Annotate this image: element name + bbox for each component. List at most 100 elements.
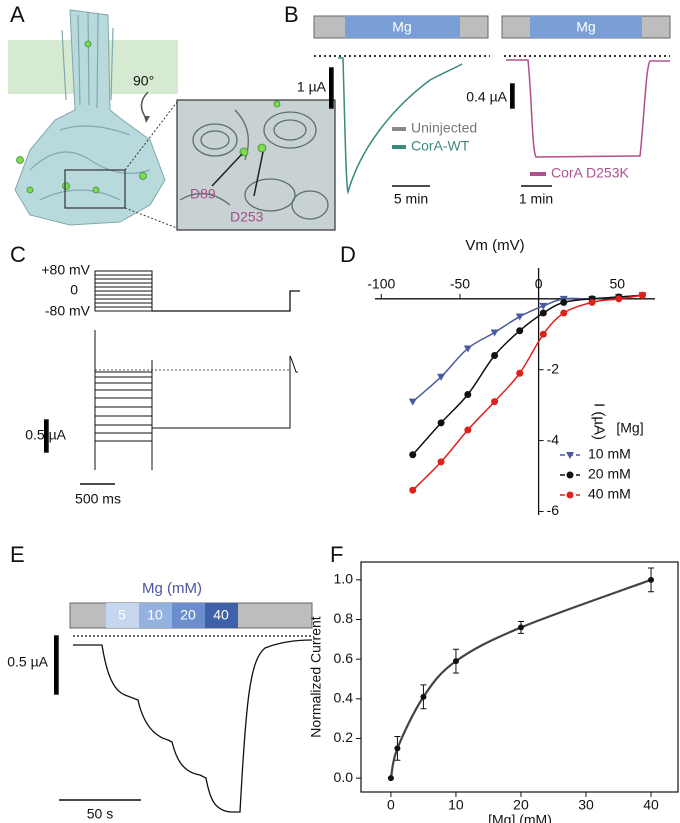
x-tick-label: -50 <box>450 276 470 292</box>
x-tick-label: 0 <box>535 276 543 292</box>
voltage-label: -80 mV <box>45 303 91 319</box>
panel-label: F <box>330 542 343 567</box>
application-bars <box>313 15 671 57</box>
data-point <box>615 295 623 303</box>
scale-label: 1 min <box>519 191 553 207</box>
legend-label: 40 mM <box>588 486 631 502</box>
legend-label: 10 mM <box>588 446 631 462</box>
application-bar <box>69 602 313 637</box>
x-tick-label: -100 <box>367 276 395 292</box>
data-point <box>560 309 568 317</box>
x-axis-label: [Mg] (mM) <box>488 812 552 823</box>
y-tick-label: -6 <box>547 502 560 518</box>
legend-label: 20 mM <box>588 466 631 482</box>
bar-label: Mg <box>392 19 411 35</box>
data-point <box>420 693 427 700</box>
x-tick-label: 40 <box>643 797 659 813</box>
panel-label: A <box>10 2 25 27</box>
scale-label: 50 s <box>87 806 113 822</box>
voltage-label: 0 <box>70 282 78 298</box>
data-point <box>408 398 417 406</box>
series-line <box>412 294 643 456</box>
data-point <box>588 298 596 306</box>
legend-label: CorA D253K <box>551 165 629 181</box>
data-point <box>491 352 499 360</box>
x-tick-label: 20 <box>513 797 529 813</box>
residue-label: D253 <box>230 209 264 225</box>
data-point <box>516 327 524 335</box>
x-tick-label: 10 <box>448 797 464 813</box>
scale-bars <box>329 67 552 187</box>
panel-label: C <box>10 242 26 267</box>
x-tick-label: 30 <box>578 797 594 813</box>
bar-label: Mg <box>576 19 595 35</box>
data-point <box>452 658 459 665</box>
structure-illustration <box>8 9 336 231</box>
data-point <box>491 398 499 406</box>
data-point <box>437 458 445 466</box>
data-point <box>515 313 524 321</box>
y-axis-label: I (µA) <box>591 403 608 440</box>
y-tick-label: -4 <box>547 431 560 447</box>
legend-marker <box>566 452 574 459</box>
voltage-protocol <box>94 270 300 312</box>
data-point <box>437 373 446 381</box>
current-traces <box>338 57 670 195</box>
data-point <box>409 451 417 459</box>
panel-label: D <box>340 242 356 267</box>
series-line <box>412 294 643 491</box>
concentration-label: 20 <box>180 607 196 623</box>
data-point <box>539 309 547 317</box>
y-tick-label: -2 <box>547 360 560 376</box>
data-point <box>437 419 445 427</box>
scale-bars <box>44 419 115 485</box>
legend-label: Uninjected <box>411 120 477 136</box>
x-axis-label: Vm (mV) <box>465 237 524 254</box>
voltage-label: +80 mV <box>41 262 90 278</box>
data-point <box>517 624 524 631</box>
y-tick-label: 0.8 <box>334 610 354 626</box>
data-point <box>648 576 655 583</box>
y-tick-label: 0.0 <box>334 769 354 785</box>
scale-label: 0.5 µA <box>7 654 48 670</box>
rotation-label: 90° <box>133 73 154 89</box>
current-trace <box>73 639 313 813</box>
concentration-label: 10 <box>147 607 163 623</box>
data-point <box>394 745 401 752</box>
scale-label: 5 min <box>394 191 428 207</box>
legend-title: [Mg] <box>616 420 643 436</box>
scale-bars <box>54 635 141 801</box>
concentration-label: 40 <box>213 607 229 623</box>
data-point <box>638 291 646 299</box>
data-point <box>539 330 547 338</box>
legend-marker <box>566 491 574 499</box>
x-tick-label: 50 <box>609 276 625 292</box>
y-tick-label: 0.2 <box>334 729 354 745</box>
x-tick-label: 0 <box>387 797 395 813</box>
panel-label: B <box>284 2 299 27</box>
data-point <box>409 486 417 494</box>
concentration-label: 5 <box>118 607 126 623</box>
data-point <box>387 775 394 782</box>
y-tick-label: 1.0 <box>334 571 354 587</box>
data-point <box>463 345 472 353</box>
legend-marker <box>566 471 574 479</box>
data-point <box>560 298 568 306</box>
data-point <box>464 391 472 399</box>
data-point <box>464 426 472 434</box>
y-tick-label: 0.6 <box>334 650 354 666</box>
scale-label: 0.5 µA <box>25 427 66 443</box>
y-tick-label: 0.4 <box>334 690 354 706</box>
current-traces <box>94 330 298 470</box>
panel-label: E <box>10 542 25 567</box>
plot-frame <box>360 561 679 793</box>
fit-line <box>389 578 652 779</box>
residue-label: D89 <box>190 186 216 202</box>
y-axis-label: Normalized Current <box>308 616 324 737</box>
data-point <box>516 369 524 377</box>
bar-title: Mg (mM) <box>142 580 202 597</box>
scale-label: 500 ms <box>75 491 121 507</box>
legend-label: CorA-WT <box>411 138 470 154</box>
scale-label: 0.4 µA <box>466 89 507 105</box>
